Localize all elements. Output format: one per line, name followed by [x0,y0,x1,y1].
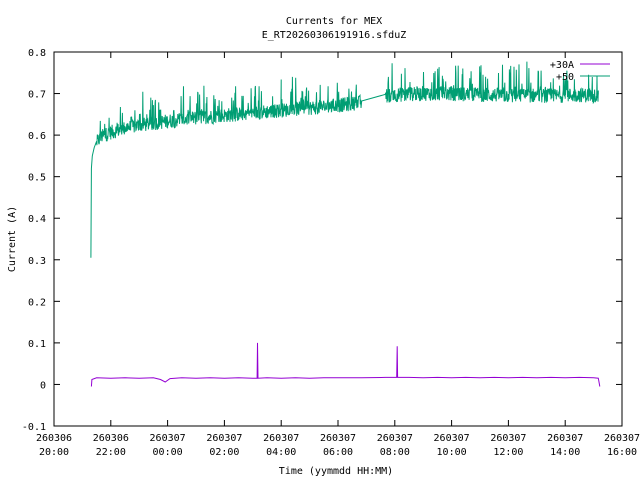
x-tick-label-time: 14:00 [550,447,580,458]
y-tick-label: 0.4 [28,214,46,225]
x-tick-label-date: 260306 [36,433,72,444]
x-tick-label-time: 10:00 [437,447,467,458]
x-tick-label-time: 12:00 [493,447,523,458]
y-tick-label: 0 [40,380,46,391]
x-tick-label-date: 260307 [434,433,470,444]
x-tick-label-date: 260307 [604,433,640,444]
x-tick-label-time: 20:00 [39,447,69,458]
x-tick-label-date: 260307 [490,433,526,444]
x-axis: 260306 20:00 260306 22:00 260307 00:00 260307 0… [36,52,640,458]
x-tick-label-date: 260306 [93,433,129,444]
x-tick-label-date: 260307 [377,433,413,444]
x-tick-label-date: 260307 [320,433,356,444]
x-tick-label-time: 08:00 [380,447,410,458]
y-tick-label: -0.1 [22,422,46,433]
x-axis-label: Time (yymmdd HH:MM) [279,466,393,477]
chart-title: Currents for MEX [286,16,382,27]
y-tick-label: 0.3 [28,256,46,267]
x-tick-label-time: 02:00 [209,447,239,458]
series-line [90,342,601,387]
legend: +30A+50 [550,60,610,83]
legend-label: +50 [556,72,574,83]
series-line [90,61,599,258]
series-plus30a [90,342,601,387]
y-tick-label: 0.6 [28,131,46,142]
x-tick-label-time: 00:00 [153,447,183,458]
x-tick-label-time: 16:00 [607,447,637,458]
x-tick-label-time: 06:00 [323,447,353,458]
series-plus50 [90,61,599,258]
x-tick-label-time: 04:00 [266,447,296,458]
y-tick-label: 0.2 [28,297,46,308]
x-tick-label-date: 260307 [206,433,242,444]
series-lines [90,61,601,387]
x-tick-label-time: 22:00 [96,447,126,458]
y-tick-label: 0.7 [28,90,46,101]
legend-label: +30A [550,60,574,71]
y-tick-label: 0.5 [28,173,46,184]
x-tick-label-date: 260307 [263,433,299,444]
chart-subtitle: E_RT20260306191916.sfduZ [262,30,407,41]
y-axis-label: Current (A) [7,206,18,272]
plot-border [53,51,623,427]
y-tick-label: 0.8 [28,48,46,59]
y-tick-label: 0.1 [28,339,46,350]
x-tick-label-date: 260307 [150,433,186,444]
x-tick-label-date: 260307 [547,433,583,444]
